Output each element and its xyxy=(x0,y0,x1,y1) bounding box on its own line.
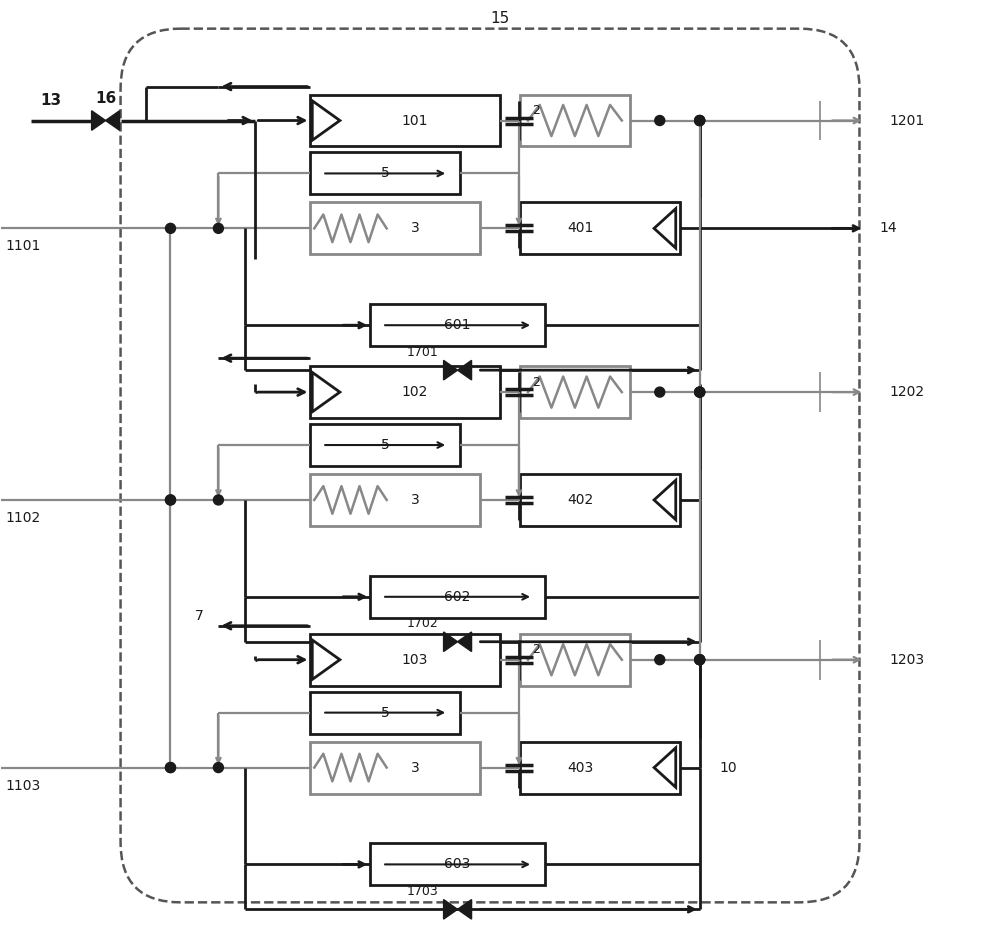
Polygon shape xyxy=(312,372,340,412)
Text: 2: 2 xyxy=(532,375,540,388)
Text: 401: 401 xyxy=(567,222,594,236)
FancyBboxPatch shape xyxy=(310,366,500,418)
Text: 7: 7 xyxy=(195,609,203,623)
Text: 1701: 1701 xyxy=(407,345,438,358)
Circle shape xyxy=(695,387,705,398)
Polygon shape xyxy=(312,101,340,141)
Polygon shape xyxy=(654,748,676,788)
Circle shape xyxy=(655,115,665,126)
Circle shape xyxy=(213,762,223,773)
Polygon shape xyxy=(458,899,472,919)
FancyBboxPatch shape xyxy=(310,424,460,466)
FancyBboxPatch shape xyxy=(310,692,460,734)
Text: 601: 601 xyxy=(444,318,471,332)
Text: 3: 3 xyxy=(411,222,420,236)
Polygon shape xyxy=(444,360,458,380)
Text: 1202: 1202 xyxy=(889,385,925,399)
Circle shape xyxy=(655,654,665,665)
Text: 3: 3 xyxy=(411,492,420,507)
Polygon shape xyxy=(654,480,676,519)
FancyBboxPatch shape xyxy=(310,634,500,685)
Text: 1103: 1103 xyxy=(6,778,41,792)
Circle shape xyxy=(165,762,175,773)
Circle shape xyxy=(695,115,705,126)
Text: 10: 10 xyxy=(720,761,737,775)
Polygon shape xyxy=(654,209,676,248)
FancyBboxPatch shape xyxy=(310,95,500,146)
FancyBboxPatch shape xyxy=(520,474,680,526)
Polygon shape xyxy=(444,632,458,652)
FancyBboxPatch shape xyxy=(310,153,460,195)
FancyBboxPatch shape xyxy=(370,576,545,618)
FancyBboxPatch shape xyxy=(370,843,545,885)
Circle shape xyxy=(165,223,175,234)
Circle shape xyxy=(165,495,175,505)
Text: 603: 603 xyxy=(444,857,471,871)
Circle shape xyxy=(695,115,705,126)
Circle shape xyxy=(695,654,705,665)
Circle shape xyxy=(655,387,665,398)
Circle shape xyxy=(695,387,705,398)
Text: 3: 3 xyxy=(411,761,420,775)
Circle shape xyxy=(213,223,223,234)
Circle shape xyxy=(695,387,705,398)
Circle shape xyxy=(213,495,223,505)
Text: 13: 13 xyxy=(40,93,61,108)
Circle shape xyxy=(695,654,705,665)
Circle shape xyxy=(695,115,705,126)
Text: 15: 15 xyxy=(490,11,510,26)
FancyBboxPatch shape xyxy=(520,366,630,418)
Text: 5: 5 xyxy=(381,438,390,452)
Text: 602: 602 xyxy=(444,590,471,604)
FancyBboxPatch shape xyxy=(520,634,630,685)
Text: 2: 2 xyxy=(532,104,540,117)
FancyBboxPatch shape xyxy=(520,742,680,793)
Text: 16: 16 xyxy=(95,91,116,106)
Polygon shape xyxy=(312,640,340,680)
Circle shape xyxy=(165,495,175,505)
Text: 402: 402 xyxy=(568,492,594,507)
Polygon shape xyxy=(106,111,120,130)
FancyBboxPatch shape xyxy=(370,304,545,346)
Text: 5: 5 xyxy=(381,167,390,181)
Text: 5: 5 xyxy=(381,706,390,720)
Text: 1702: 1702 xyxy=(407,617,438,630)
Text: 1101: 1101 xyxy=(6,239,41,253)
Text: 403: 403 xyxy=(568,761,594,775)
Text: 103: 103 xyxy=(401,653,428,667)
Text: 1102: 1102 xyxy=(6,511,41,525)
Polygon shape xyxy=(458,360,472,380)
Polygon shape xyxy=(444,899,458,919)
Polygon shape xyxy=(458,632,472,652)
FancyBboxPatch shape xyxy=(310,474,480,526)
Text: 1703: 1703 xyxy=(407,884,438,897)
Text: 101: 101 xyxy=(401,114,428,128)
FancyBboxPatch shape xyxy=(520,95,630,146)
Text: 14: 14 xyxy=(879,222,897,236)
FancyBboxPatch shape xyxy=(310,202,480,254)
Text: 2: 2 xyxy=(532,643,540,656)
Text: 102: 102 xyxy=(401,385,428,399)
Text: 1203: 1203 xyxy=(889,653,925,667)
Circle shape xyxy=(695,654,705,665)
FancyBboxPatch shape xyxy=(310,742,480,793)
Text: 1201: 1201 xyxy=(889,114,925,128)
FancyBboxPatch shape xyxy=(520,202,680,254)
Circle shape xyxy=(165,762,175,773)
Polygon shape xyxy=(92,111,106,130)
